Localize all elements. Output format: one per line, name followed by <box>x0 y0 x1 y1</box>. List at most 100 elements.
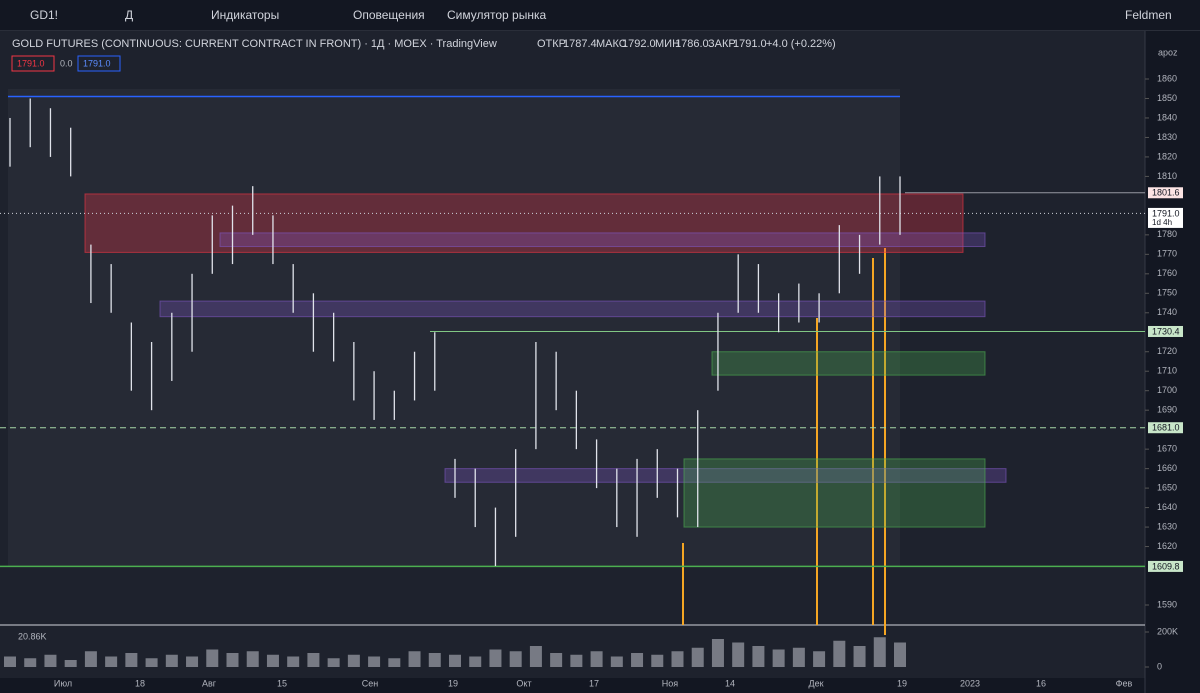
volume-bar <box>327 658 340 667</box>
volume-bar <box>732 642 745 667</box>
y-tick-label: 1720 <box>1157 346 1177 356</box>
y-tick-label: 1750 <box>1157 288 1177 298</box>
zone <box>683 458 986 528</box>
y-tick-label: 1850 <box>1157 93 1177 103</box>
price-label: 1609.8 <box>1152 561 1180 571</box>
y-tick-label: 1840 <box>1157 112 1177 122</box>
price-label: 1730.4 <box>1152 326 1180 336</box>
y-tick-label: 1590 <box>1157 599 1177 609</box>
volume-tick-label: 0 <box>1157 661 1162 671</box>
volume-bar <box>631 653 644 667</box>
volume-bar <box>24 658 37 667</box>
y-tick-label: 1760 <box>1157 268 1177 278</box>
ohlc-value: 1786.0 <box>675 38 709 50</box>
toolbar: GD1! Д Индикаторы Оповещения Симулятор р… <box>0 0 1200 31</box>
y-tick-label: 1700 <box>1157 385 1177 395</box>
y-tick-label: 1860 <box>1157 73 1177 83</box>
ohlc-label: МАКС <box>596 38 627 50</box>
volume-bar <box>610 656 623 667</box>
volume-bar <box>368 656 381 667</box>
volume-bar <box>590 651 603 667</box>
x-tick-label: 19 <box>897 678 907 688</box>
volume-bar <box>105 656 118 667</box>
currency: apoz <box>1158 47 1178 57</box>
price-label-box <box>1148 422 1183 434</box>
volume-bar <box>125 653 138 667</box>
price-label-box <box>1148 560 1183 572</box>
zone <box>159 300 986 318</box>
volume-bar <box>347 654 360 667</box>
ohlc-value: 1787.4 <box>563 38 597 50</box>
profile-range <box>8 89 900 567</box>
x-tick-label: 16 <box>1036 678 1046 688</box>
price-label: 1681.0 <box>1152 423 1180 433</box>
y-tick-label: 1690 <box>1157 405 1177 415</box>
zone <box>84 193 964 253</box>
x-tick-label: Дек <box>808 678 823 688</box>
ohlc-label: ЗАКР <box>708 38 736 50</box>
y-tick-label: 1670 <box>1157 444 1177 454</box>
symbol[interactable]: GD1! <box>30 8 59 22</box>
replay[interactable]: Симулятор рынка <box>447 8 547 22</box>
x-tick-label: 14 <box>725 678 735 688</box>
volume-bar <box>570 654 583 667</box>
volume-bar <box>408 651 421 667</box>
volume-bar <box>84 651 97 667</box>
symbol-title: GOLD FUTURES (CONTINUOUS: CURRENT CONTRA… <box>12 38 497 50</box>
x-tick-label: 19 <box>448 678 458 688</box>
ohlc-value: 1791.0 <box>733 38 767 50</box>
price-label: 1791.0 <box>1152 208 1180 218</box>
x-tick-label: Окт <box>516 678 531 688</box>
volume-bar <box>307 653 320 667</box>
volume-bar <box>772 649 785 667</box>
user[interactable]: Feldmen <box>1125 8 1172 22</box>
volume-bar <box>489 649 502 667</box>
volume-bar <box>186 656 199 667</box>
y-tick-label: 1780 <box>1157 229 1177 239</box>
ask-box[interactable] <box>77 55 121 72</box>
y-tick-label: 1830 <box>1157 132 1177 142</box>
x-tick-label: 18 <box>135 678 145 688</box>
volume-tick-label: 200K <box>1157 626 1178 636</box>
volume-bar <box>226 653 239 667</box>
y-tick-label: 1770 <box>1157 249 1177 259</box>
ohlc-change: +4.0 (+0.22%) <box>766 38 836 50</box>
y-tick-label: 1820 <box>1157 151 1177 161</box>
price-label-box <box>1148 207 1183 228</box>
x-tick-label: 17 <box>589 678 599 688</box>
volume-bar <box>449 654 461 667</box>
volume-bar <box>752 646 765 667</box>
price-label-box <box>1148 187 1183 199</box>
y-tick-label: 1630 <box>1157 521 1177 531</box>
volume-bar <box>469 656 482 667</box>
bid[interactable]: 1791.0 <box>17 58 45 68</box>
ask[interactable]: 1791.0 <box>83 58 111 68</box>
alerts[interactable]: Оповещения <box>353 8 425 22</box>
price-label-box <box>1148 325 1183 337</box>
indicators[interactable]: Индикаторы <box>211 8 280 22</box>
volume-bar <box>651 654 664 667</box>
x-tick-label: Фев <box>1116 678 1133 688</box>
x-tick-label: 15 <box>277 678 287 688</box>
y-tick-label: 1660 <box>1157 463 1177 473</box>
volume-bar <box>853 646 866 667</box>
zone <box>711 351 986 376</box>
volume-bar <box>428 653 441 667</box>
volume-bar <box>44 654 57 667</box>
volume-bar <box>813 651 826 667</box>
y-tick-label: 1650 <box>1157 482 1177 492</box>
volume-bar <box>894 642 906 667</box>
spread: 0.0 <box>60 58 73 68</box>
volume-bar <box>509 651 522 667</box>
interval[interactable]: Д <box>125 8 134 22</box>
x-tick-label: Авг <box>202 678 217 688</box>
volume-bar <box>246 651 259 667</box>
y-tick-label: 1740 <box>1157 307 1177 317</box>
bid-box[interactable] <box>11 55 55 72</box>
volume-current: 20.86K <box>18 631 47 641</box>
volume-bar <box>833 640 846 667</box>
zone <box>219 232 986 248</box>
volume-bar <box>671 651 684 667</box>
volume-bar <box>711 639 724 667</box>
